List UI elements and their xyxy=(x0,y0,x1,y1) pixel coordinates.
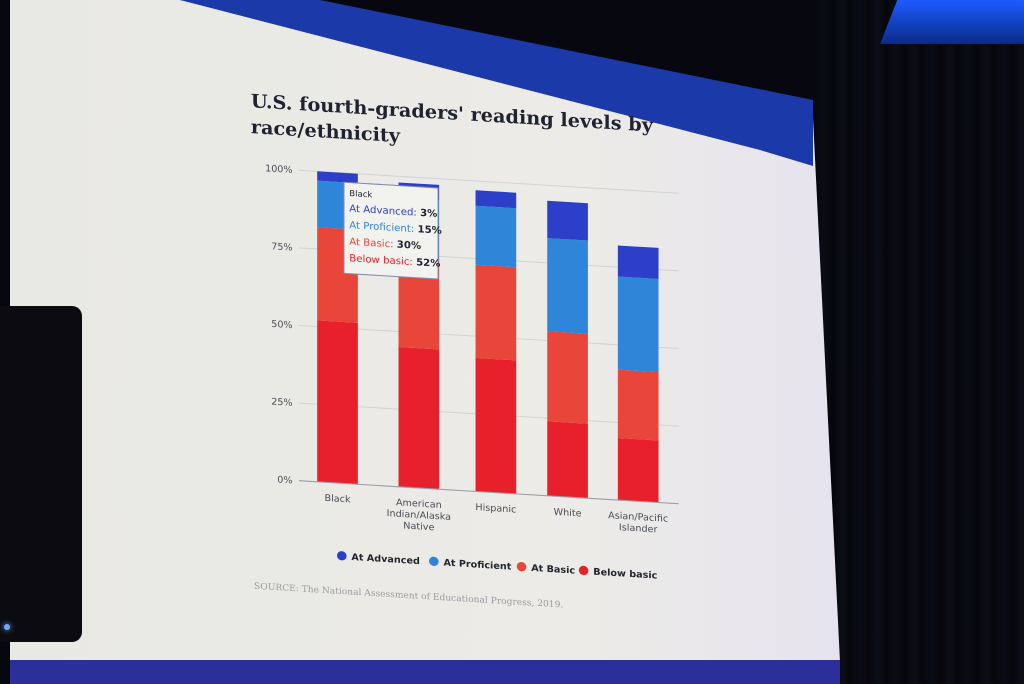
x-axis-line xyxy=(299,480,679,505)
y-tick-label: 0% xyxy=(277,475,292,487)
legend-label: At Proficient xyxy=(443,558,511,573)
legend-label: At Advanced xyxy=(351,552,419,567)
legend-swatch xyxy=(336,551,347,561)
bar-segment[interactable] xyxy=(547,200,588,241)
x-tick-label: AmericanIndian/AlaskaNative xyxy=(387,497,451,534)
bar-segment[interactable] xyxy=(547,331,588,424)
y-tick-label: 75% xyxy=(271,241,292,253)
screen-bottom-band xyxy=(10,660,840,684)
tooltip-box xyxy=(343,181,439,280)
x-tick-label: Hispanic xyxy=(475,502,516,515)
bar-segment[interactable] xyxy=(617,369,659,441)
y-tick-label: 25% xyxy=(271,397,292,409)
bar-segment[interactable] xyxy=(475,357,517,494)
bar-segment[interactable] xyxy=(317,320,358,485)
x-axis-labels: Black AmericanIndian/AlaskaNative Hispanic… xyxy=(325,493,669,536)
legend-swatch xyxy=(516,562,527,572)
ceiling-light xyxy=(880,0,1024,44)
bar-segment[interactable] xyxy=(617,276,659,373)
legend: At Advanced At Proficient At Basic Below ba… xyxy=(336,551,657,582)
bar-segment[interactable] xyxy=(475,264,517,361)
screen-top-band xyxy=(180,0,813,166)
y-tick-label: 50% xyxy=(271,319,292,331)
tooltip-category: Black xyxy=(349,188,372,199)
bar-segment[interactable] xyxy=(547,238,588,334)
bar-segment[interactable] xyxy=(547,421,588,499)
legend-label: Below basic xyxy=(593,567,657,582)
bar-segment[interactable] xyxy=(617,245,659,279)
bar-segment[interactable] xyxy=(398,256,440,350)
x-tick-label: White xyxy=(554,507,582,520)
bar-segment[interactable] xyxy=(475,205,517,268)
tooltip-line: At Proficient: 15% xyxy=(349,220,442,236)
speaker-led xyxy=(4,624,10,630)
y-tick-label: 100% xyxy=(265,163,292,175)
x-tick-label: Asian/PacificIslander xyxy=(608,510,668,536)
bar-segment[interactable] xyxy=(398,347,440,490)
gridline xyxy=(299,169,679,194)
tooltip-line: At Advanced: 3% xyxy=(349,204,437,220)
y-axis-ticks: 0% 25% 50% 75% 100% xyxy=(265,163,293,486)
legend-swatch xyxy=(429,556,439,567)
bar-segment[interactable] xyxy=(475,190,517,209)
tooltip: Black At Advanced: 3%At Proficient: 15%At… xyxy=(343,181,442,280)
speaker xyxy=(0,306,82,642)
legend-swatch xyxy=(578,565,589,576)
bar-segment[interactable] xyxy=(317,171,358,184)
tooltip-line: Below basic: 52% xyxy=(349,253,440,269)
tooltip-line: At Basic: 30% xyxy=(349,237,421,252)
legend-label: At Basic xyxy=(531,563,575,576)
stage-curtain xyxy=(815,0,1024,684)
bar-segment[interactable] xyxy=(617,437,659,503)
x-tick-label: Black xyxy=(325,493,352,505)
